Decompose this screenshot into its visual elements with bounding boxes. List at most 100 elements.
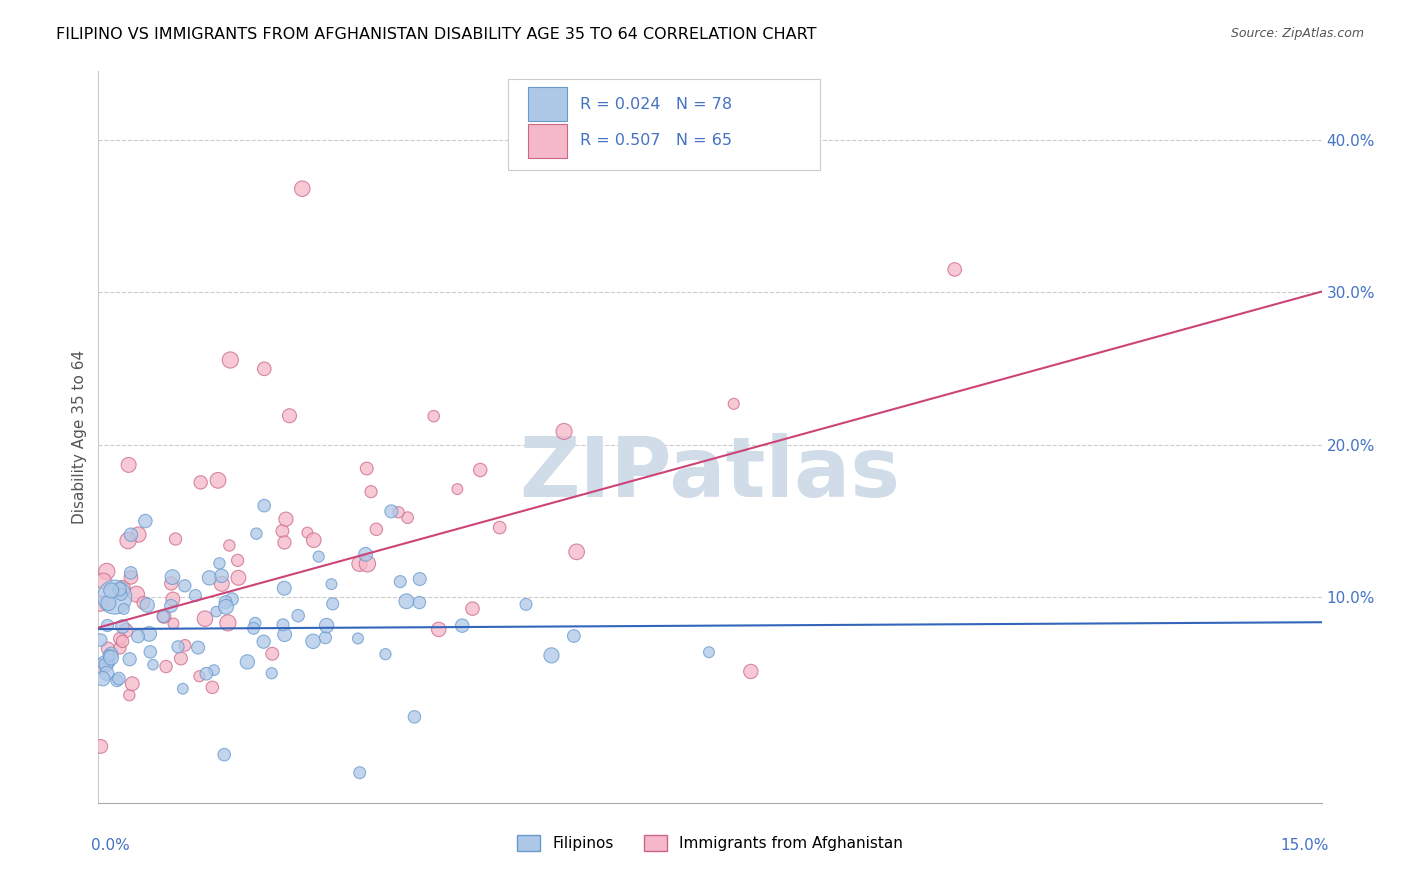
Point <box>104 590 127 604</box>
Point <box>404 710 426 724</box>
Point <box>354 547 377 561</box>
Point <box>120 527 142 541</box>
Point <box>349 557 371 571</box>
Point <box>207 473 229 487</box>
Point <box>117 458 139 472</box>
Point <box>395 594 418 608</box>
Point <box>132 596 155 610</box>
Point <box>461 601 484 615</box>
Point <box>427 623 450 637</box>
Point <box>165 532 187 546</box>
Point <box>194 612 217 626</box>
Point <box>195 666 218 681</box>
Point <box>360 484 382 499</box>
Point <box>470 463 492 477</box>
Point <box>188 669 211 683</box>
Point <box>260 666 283 681</box>
Point <box>112 602 135 616</box>
Point <box>253 499 276 513</box>
Point <box>174 639 197 653</box>
Text: ZIPatlas: ZIPatlas <box>520 434 900 514</box>
FancyBboxPatch shape <box>508 78 820 170</box>
Point <box>723 397 745 411</box>
Point <box>273 627 295 641</box>
Point <box>120 566 142 580</box>
Point <box>252 634 274 648</box>
Point <box>287 608 309 623</box>
Point <box>160 576 183 591</box>
Point <box>155 659 177 673</box>
Point <box>215 599 238 614</box>
Point <box>274 512 297 526</box>
Point <box>217 615 239 630</box>
Point <box>245 526 267 541</box>
Point <box>153 609 176 624</box>
Point <box>167 640 190 654</box>
Point <box>208 557 231 571</box>
Point <box>134 514 156 528</box>
Point <box>142 657 165 672</box>
Point <box>120 570 142 584</box>
Point <box>291 182 314 196</box>
Point <box>356 557 378 571</box>
Point <box>115 624 138 638</box>
FancyBboxPatch shape <box>527 87 567 121</box>
Point <box>100 583 122 598</box>
Point <box>93 656 115 670</box>
Point <box>90 739 112 754</box>
Point <box>562 629 585 643</box>
Point <box>162 616 184 631</box>
Point <box>125 587 148 601</box>
Point <box>212 747 235 762</box>
Point <box>302 533 325 548</box>
Point <box>697 645 720 659</box>
Point <box>108 640 131 655</box>
Point <box>108 632 131 646</box>
Point <box>221 592 243 607</box>
Point <box>380 504 402 518</box>
Point <box>308 549 330 564</box>
Point <box>366 522 388 536</box>
Point <box>349 765 371 780</box>
Point <box>322 597 344 611</box>
Point <box>302 634 325 648</box>
Point <box>271 617 294 632</box>
Point <box>96 618 118 632</box>
Point <box>136 598 159 612</box>
Text: 15.0%: 15.0% <box>1281 838 1329 853</box>
Point <box>253 362 276 376</box>
Point <box>91 672 114 686</box>
Y-axis label: Disability Age 35 to 64: Disability Age 35 to 64 <box>72 350 87 524</box>
Point <box>374 647 396 661</box>
Point <box>356 461 378 475</box>
Point <box>111 582 134 596</box>
Point <box>315 618 337 632</box>
Point <box>173 579 195 593</box>
Point <box>100 647 122 661</box>
Point <box>321 577 343 591</box>
Point <box>218 539 240 553</box>
Point <box>297 525 319 540</box>
Point <box>205 605 228 619</box>
Point <box>228 571 250 585</box>
Point <box>273 535 295 549</box>
Point <box>540 648 562 663</box>
Point <box>127 629 149 643</box>
Point <box>121 677 143 691</box>
Text: FILIPINO VS IMMIGRANTS FROM AFGHANISTAN DISABILITY AGE 35 TO 64 CORRELATION CHAR: FILIPINO VS IMMIGRANTS FROM AFGHANISTAN … <box>56 27 817 42</box>
Point <box>105 673 128 688</box>
Point <box>118 688 141 702</box>
Point <box>943 262 966 277</box>
Point <box>111 619 134 633</box>
Point <box>446 482 468 496</box>
Point <box>740 665 762 679</box>
Point <box>111 634 134 648</box>
Point <box>565 545 588 559</box>
Point <box>396 510 419 524</box>
Text: R = 0.507   N = 65: R = 0.507 N = 65 <box>581 133 733 148</box>
Point <box>553 425 575 439</box>
Point <box>139 645 162 659</box>
Point <box>236 655 259 669</box>
Point <box>314 631 336 645</box>
Point <box>152 609 174 624</box>
